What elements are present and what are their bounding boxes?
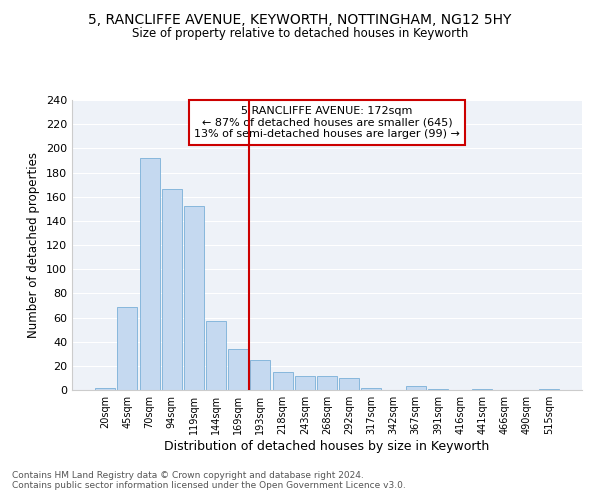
Bar [206,321,226,390]
X-axis label: Distribution of detached houses by size in Keyworth: Distribution of detached houses by size … [164,440,490,453]
Bar [162,190,182,390]
Bar [184,206,204,390]
Bar [228,349,248,390]
Text: Contains HM Land Registry data © Crown copyright and database right 2024.
Contai: Contains HM Land Registry data © Crown c… [12,470,406,490]
Bar [428,389,448,390]
Text: Size of property relative to detached houses in Keyworth: Size of property relative to detached ho… [132,28,468,40]
Bar [272,372,293,390]
Text: 5, RANCLIFFE AVENUE, KEYWORTH, NOTTINGHAM, NG12 5HY: 5, RANCLIFFE AVENUE, KEYWORTH, NOTTINGHA… [88,12,512,26]
Bar [295,376,315,390]
Bar [118,306,137,390]
Bar [472,389,492,390]
Text: 5 RANCLIFFE AVENUE: 172sqm
← 87% of detached houses are smaller (645)
13% of sem: 5 RANCLIFFE AVENUE: 172sqm ← 87% of deta… [194,106,460,139]
Bar [539,389,559,390]
Bar [95,388,115,390]
Bar [140,158,160,390]
Bar [317,376,337,390]
Bar [406,386,426,390]
Bar [250,360,271,390]
Y-axis label: Number of detached properties: Number of detached properties [28,152,40,338]
Bar [361,388,382,390]
Bar [339,378,359,390]
